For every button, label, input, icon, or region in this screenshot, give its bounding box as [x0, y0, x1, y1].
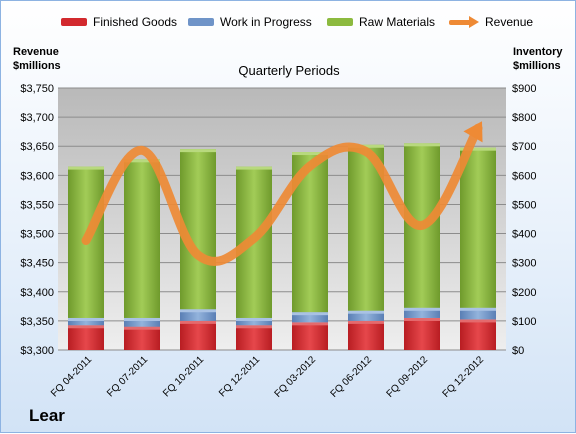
y-right-tick-label: $700 — [512, 141, 536, 153]
legend-raw-materials-swatch — [327, 18, 353, 26]
y-right-tick-label: $500 — [512, 199, 536, 211]
bar-finished-goods — [124, 326, 160, 350]
bar-finished-goods — [460, 319, 496, 350]
bar-finished-goods-cap — [236, 325, 272, 329]
company-name: Lear — [29, 406, 65, 425]
legend-finished-goods: Finished Goods — [61, 15, 177, 29]
y-left-tick-label: $3,350 — [20, 316, 54, 328]
bar-raw-materials-cap — [124, 159, 160, 163]
bar-work-in-progress-cap — [180, 309, 216, 313]
y-left-tick-label: $3,450 — [20, 258, 54, 270]
y-right-tick-label: $800 — [512, 112, 536, 124]
right-axis-title-line1: Inventory — [513, 46, 563, 58]
bar-work-in-progress — [236, 317, 272, 326]
y-right-tick-label: $900 — [512, 83, 536, 95]
y-right-tick-label: $600 — [512, 170, 536, 182]
bar-work-in-progress-cap — [124, 317, 160, 321]
x-tick-label: FQ 12-2012 — [441, 354, 487, 400]
x-tick-label: FQ 09-2012 — [385, 354, 431, 400]
y-right-tick-label: $200 — [512, 287, 536, 299]
bar-work-in-progress-cap — [404, 307, 440, 311]
bar-finished-goods-cap — [348, 320, 384, 324]
y-right-tick-label: $0 — [512, 345, 524, 357]
left-axis-title-line2: $millions — [13, 60, 61, 72]
left-axis-title: Revenue $millions — [13, 45, 61, 73]
bar-raw-materials-cap — [180, 149, 216, 153]
x-tick-label: FQ 12-2011 — [217, 354, 262, 399]
bar-work-in-progress — [404, 307, 440, 318]
y-left-tick-label: $3,750 — [20, 83, 54, 95]
y-left-tick-label: $3,500 — [20, 229, 54, 241]
legend-work-in-progress-label: Work in Progress — [220, 15, 312, 29]
bar-raw-materials-cap — [236, 166, 272, 170]
bar-finished-goods-cap — [292, 322, 328, 326]
y-left-tick-label: $3,650 — [20, 141, 54, 153]
legend-revenue-arrow-icon — [449, 16, 479, 28]
bar-finished-goods — [292, 322, 328, 350]
bar-work-in-progress — [180, 309, 216, 321]
right-axis-title-line2: $millions — [513, 60, 561, 72]
legend-finished-goods-swatch — [61, 18, 87, 26]
legend-revenue-label: Revenue — [485, 15, 534, 29]
bar-raw-materials-cap — [68, 166, 104, 170]
bar-work-in-progress — [292, 312, 328, 323]
legend-raw-materials: Raw Materials — [327, 15, 435, 29]
bar-work-in-progress-cap — [68, 317, 104, 321]
y-left-tick-label: $3,400 — [20, 287, 54, 299]
y-right-tick-label: $300 — [512, 258, 536, 270]
bar-finished-goods-cap — [68, 325, 104, 329]
bar-finished-goods — [180, 320, 216, 350]
bar-raw-materials — [460, 147, 496, 308]
legend-revenue: Revenue — [449, 15, 533, 29]
bar-work-in-progress-cap — [236, 317, 272, 321]
bar-finished-goods-cap — [460, 319, 496, 323]
bar-raw-materials — [124, 159, 160, 318]
left-axis-title-line1: Revenue — [13, 46, 59, 58]
y-left-tick-label: $3,600 — [20, 170, 54, 182]
revenue-line — [81, 123, 483, 266]
bar-finished-goods — [404, 317, 440, 350]
bar-finished-goods-cap — [180, 320, 216, 324]
legend-raw-materials-label: Raw Materials — [359, 15, 436, 29]
y-right-tick-label: $400 — [512, 229, 536, 241]
legend-finished-goods-label: Finished Goods — [93, 15, 178, 29]
bar-raw-materials-cap — [404, 143, 440, 147]
x-tick-label: FQ 07-2011 — [105, 354, 150, 399]
x-tick-label: FQ 03-2012 — [273, 354, 319, 400]
bar-raw-materials-cap — [292, 152, 328, 156]
bar-work-in-progress — [460, 307, 496, 320]
revenue-arrowhead — [463, 121, 483, 143]
bar-finished-goods — [348, 320, 384, 350]
y-left-tick-label: $3,700 — [20, 112, 54, 124]
legend-work-in-progress: Work in Progress — [188, 15, 312, 29]
bar-work-in-progress-cap — [348, 310, 384, 314]
bar-finished-goods-cap — [124, 326, 160, 330]
x-tick-label: FQ 04-2011 — [49, 354, 94, 399]
bar-work-in-progress-cap — [460, 307, 496, 311]
bar-raw-materials-cap — [348, 144, 384, 148]
y-right-tick-label: $100 — [512, 316, 536, 328]
y-left-tick-label: $3,300 — [20, 345, 54, 357]
bar-finished-goods — [68, 325, 104, 350]
legend: Finished Goods Work in Progress Raw Mate… — [1, 15, 576, 33]
bar-work-in-progress — [348, 310, 384, 321]
bar-finished-goods — [236, 325, 272, 350]
bar-raw-materials-cap — [460, 147, 496, 151]
bar-finished-goods-cap — [404, 317, 440, 321]
y-left-tick-label: $3,550 — [20, 199, 54, 211]
plot-title: Quarterly Periods — [238, 63, 340, 78]
x-tick-label: FQ 10-2011 — [161, 354, 206, 399]
bar-work-in-progress-cap — [292, 312, 328, 316]
legend-work-in-progress-swatch — [188, 18, 214, 26]
x-tick-label: FQ 06-2012 — [329, 354, 375, 400]
bar-work-in-progress — [68, 317, 104, 326]
right-axis-title: Inventory $millions — [513, 45, 563, 73]
bar-work-in-progress — [124, 317, 160, 327]
